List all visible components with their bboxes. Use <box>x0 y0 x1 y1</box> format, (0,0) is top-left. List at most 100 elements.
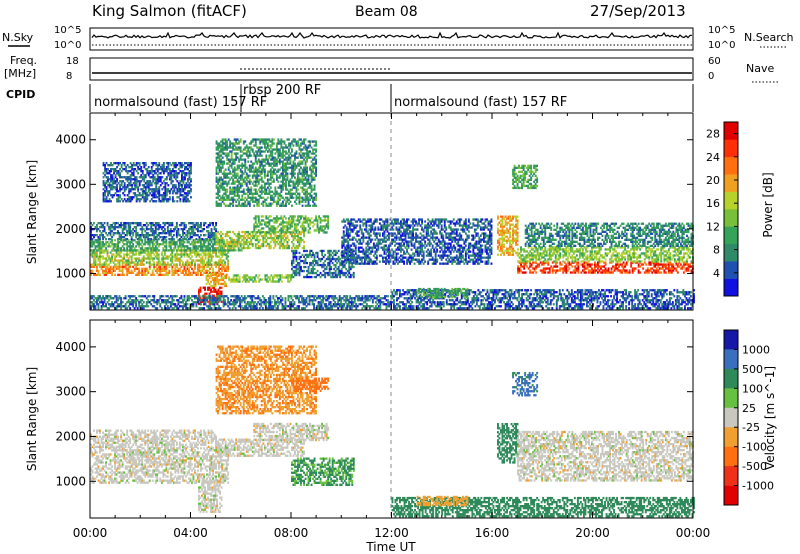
power-cell <box>315 172 317 175</box>
power-cell <box>154 251 157 254</box>
power-cell <box>227 261 230 264</box>
power-cell <box>197 228 199 231</box>
power-cell <box>238 166 241 169</box>
power-cell <box>292 236 295 240</box>
power-cell <box>183 247 186 250</box>
power-cell <box>200 257 202 260</box>
power-cell <box>254 246 257 250</box>
power-cell <box>340 267 343 271</box>
power-cell <box>328 257 331 261</box>
power-cell <box>310 184 313 187</box>
power-cell <box>229 236 232 240</box>
power-cell <box>327 251 330 255</box>
power-cell <box>218 259 220 262</box>
power-cell <box>283 221 286 224</box>
power-cell <box>184 178 186 181</box>
power-cell <box>194 245 196 248</box>
power-cell <box>148 245 151 248</box>
power-cell <box>147 251 150 254</box>
power-cell <box>292 253 295 257</box>
power-cell <box>237 280 240 283</box>
power-cell <box>197 230 199 233</box>
power-cell <box>159 263 162 266</box>
nsky-trace <box>91 31 693 39</box>
power-cell <box>183 253 186 256</box>
power-cell <box>130 257 133 260</box>
power-cell <box>252 276 255 279</box>
power-cell <box>321 251 324 255</box>
power-cell <box>275 236 278 240</box>
power-cell <box>271 144 274 147</box>
power-cell <box>188 222 190 225</box>
power-cell <box>226 190 229 193</box>
power-cell <box>147 269 150 272</box>
power-cell <box>200 230 202 233</box>
power-cell <box>210 245 213 248</box>
power-cell <box>241 182 244 185</box>
power-cell <box>248 200 251 203</box>
power-cell <box>186 253 189 256</box>
power-cell <box>334 249 337 253</box>
power-cell <box>207 259 210 262</box>
power-cell <box>306 275 308 279</box>
power-cell <box>294 271 296 275</box>
power-cell <box>519 176 522 179</box>
power-cell <box>306 172 308 175</box>
power-cell <box>229 198 232 201</box>
power-cell <box>174 267 177 270</box>
power-cell <box>159 184 162 187</box>
power-cell <box>225 276 228 280</box>
power-cell <box>232 188 235 191</box>
power-cell <box>209 271 211 274</box>
power-cell <box>295 150 298 153</box>
power-cell <box>115 267 118 270</box>
power-cell <box>148 228 151 231</box>
power-cell <box>117 259 119 262</box>
power-cell <box>144 174 147 177</box>
power-cell <box>120 226 123 229</box>
power-cell <box>166 249 169 252</box>
power-cell <box>147 243 150 246</box>
power-cell <box>171 267 174 270</box>
power-cell <box>236 244 239 248</box>
power-cell <box>217 292 220 295</box>
power-cell <box>289 190 292 193</box>
power-cell <box>217 236 219 240</box>
power-cell <box>103 228 106 231</box>
power-cell <box>174 259 177 262</box>
power-cell <box>217 230 219 234</box>
power-cell <box>294 236 296 240</box>
power-cell <box>245 192 248 195</box>
power-cell <box>166 226 169 229</box>
power-cell <box>153 249 156 252</box>
power-cell <box>105 243 107 246</box>
power-cell <box>327 257 330 261</box>
power-cell <box>143 166 146 169</box>
power-cell <box>186 239 189 242</box>
power-cell <box>348 265 351 269</box>
power-cell <box>241 170 244 173</box>
power-cell <box>211 278 214 282</box>
power-cell <box>315 259 317 263</box>
power-cell <box>236 152 239 155</box>
power-cell <box>531 170 534 173</box>
power-cell <box>263 164 266 167</box>
power-cell <box>227 158 230 161</box>
power-cell <box>144 241 147 244</box>
power-cell <box>156 269 159 272</box>
power-cell <box>283 246 286 250</box>
power-cell <box>198 296 200 299</box>
power-cell <box>186 265 189 268</box>
power-cell <box>217 272 220 276</box>
power-cell <box>309 253 311 257</box>
power-cell <box>168 162 171 165</box>
power-cell <box>304 227 307 230</box>
power-cell <box>221 263 224 266</box>
power-cell <box>105 261 107 264</box>
power-cell <box>190 188 192 191</box>
power-cell <box>115 243 118 246</box>
power-cell <box>184 188 186 191</box>
power-cell <box>264 274 267 277</box>
power-cell <box>117 232 119 235</box>
power-cell <box>120 184 123 187</box>
